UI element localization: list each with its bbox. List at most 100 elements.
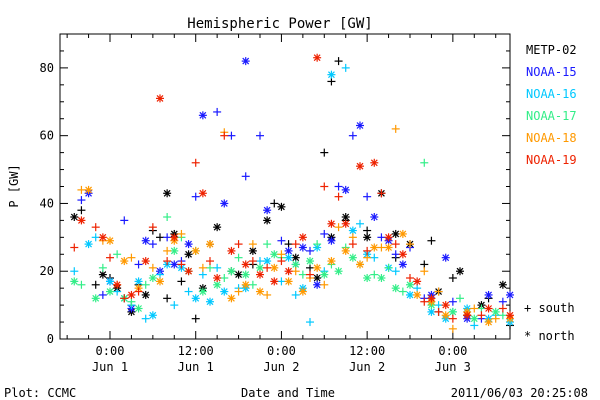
noaa-16-south-point (156, 270, 164, 279)
x-tick-time-label: 12:00 (349, 344, 385, 358)
noaa-19-south-point (498, 304, 507, 313)
y-tick-label: 80 (40, 61, 54, 75)
noaa-18-south-point (348, 233, 357, 242)
noaa-16-south-point (470, 321, 479, 330)
noaa-18-north-point (227, 294, 236, 303)
noaa-17-north-point (91, 294, 100, 303)
noaa-19-north-point (384, 233, 393, 242)
data-points (70, 53, 514, 333)
noaa-15-south-point (363, 192, 372, 201)
legend-entry-noaa-15: NOAA-15 (526, 65, 577, 79)
noaa-17-north-point (170, 246, 179, 255)
noaa-19-south-point (220, 131, 229, 140)
metp-02-north-point (234, 270, 243, 279)
noaa-18-south-point (263, 290, 272, 299)
noaa-19-south-point (377, 189, 386, 198)
noaa-15-south-point (277, 236, 286, 245)
noaa-17-south-point (370, 270, 379, 279)
series-legend: METP-02 NOAA-15 NOAA-16 NOAA-17 NOAA-18 NOAA-… (526, 43, 577, 167)
noaa-17-north-point (391, 284, 400, 293)
chart-title: Hemispheric Power [GW] (187, 16, 372, 32)
noaa-15-north-point (370, 213, 379, 221)
noaa-18-north-point (84, 185, 93, 194)
noaa-19-south-point (391, 240, 400, 249)
x-tick-time-label: 0:00 (267, 344, 296, 358)
noaa-17-south-point (77, 280, 86, 289)
noaa-15-south-point (134, 260, 143, 269)
noaa-16-north-point (427, 307, 436, 316)
noaa-17-north-point (348, 253, 357, 262)
noaa-16-north-point (148, 311, 157, 320)
noaa-18-south-point (198, 263, 207, 272)
noaa-17-south-point (163, 213, 172, 221)
noaa-19-north-point (198, 189, 207, 198)
metp-02-north-point (98, 270, 107, 279)
noaa-19-north-point (227, 246, 236, 255)
metp-02-north-point (498, 280, 507, 289)
noaa-19-south-point (448, 314, 457, 323)
noaa-17-south-point (248, 280, 257, 289)
noaa-19-south-point (477, 311, 486, 320)
noaa-19-north-point (427, 294, 436, 303)
noaa-16-south-point (184, 287, 193, 296)
noaa-18-south-point (391, 124, 400, 133)
noaa-17-north-point (106, 287, 114, 296)
noaa-15-south-point (306, 246, 314, 255)
noaa-15-north-point (263, 206, 272, 215)
noaa-17-north-point (270, 250, 279, 259)
noaa-15-south-point (98, 290, 107, 299)
noaa-18-south-point (420, 267, 429, 276)
noaa-18-south-point (363, 253, 372, 262)
noaa-16-south-point (391, 267, 400, 276)
noaa-18-north-point (356, 260, 364, 269)
plot-credit: Plot: CCMC (4, 386, 76, 400)
noaa-16-south-point (277, 277, 286, 286)
metp-02-south-point (270, 199, 279, 208)
noaa-19-south-point (177, 260, 186, 269)
noaa-16-north-point (284, 253, 293, 262)
noaa-17-north-point (227, 267, 236, 276)
metp-02-south-point (91, 280, 100, 289)
noaa-19-north-point (77, 216, 86, 225)
metp-02-north-point (70, 213, 79, 221)
noaa-19-north-point (241, 260, 250, 269)
metp-02-north-point (163, 189, 172, 198)
noaa-19-north-point (463, 311, 472, 320)
metp-02-north-point (363, 233, 372, 242)
noaa-15-south-point (320, 229, 329, 238)
noaa-18-south-point (434, 287, 443, 296)
legend-entry-metp-02: METP-02 (526, 43, 577, 57)
noaa-17-south-point (456, 294, 464, 303)
legend-entry-noaa-18: NOAA-18 (526, 131, 577, 145)
metp-02-south-point (448, 274, 457, 282)
noaa-18-south-point (491, 314, 500, 323)
noaa-17-south-point (263, 240, 272, 249)
metp-02-north-point (184, 250, 193, 259)
noaa-18-north-point (156, 277, 164, 286)
noaa-19-south-point (348, 240, 357, 249)
plot-frame (59, 33, 511, 340)
metp-02-south-point (363, 226, 372, 235)
metp-02-south-point (284, 240, 293, 249)
x-tick-time-label: 0:00 (438, 344, 467, 358)
noaa-18-north-point (327, 257, 336, 266)
noaa-19-north-point (413, 277, 422, 286)
noaa-16-south-point (306, 318, 314, 327)
noaa-15-north-point (198, 111, 207, 120)
marker-legend: + south * north (524, 301, 575, 343)
noaa-17-north-point (70, 277, 79, 286)
noaa-19-north-point (141, 257, 150, 266)
metp-02-south-point (163, 294, 172, 303)
noaa-18-north-point (241, 280, 250, 289)
metp-02-south-point (177, 277, 186, 286)
noaa-16-south-point (113, 287, 122, 296)
metp-02-south-point (191, 314, 200, 323)
metp-02-north-point (263, 216, 272, 225)
x-axis-label: Date and Time (241, 386, 335, 400)
noaa-18-north-point (120, 257, 129, 266)
noaa-19-south-point (263, 263, 272, 272)
noaa-18-north-point (256, 287, 264, 296)
noaa-19-south-point (91, 223, 100, 232)
noaa-16-north-point (206, 297, 214, 306)
x-tick-date-label: Jun 2 (349, 360, 385, 374)
